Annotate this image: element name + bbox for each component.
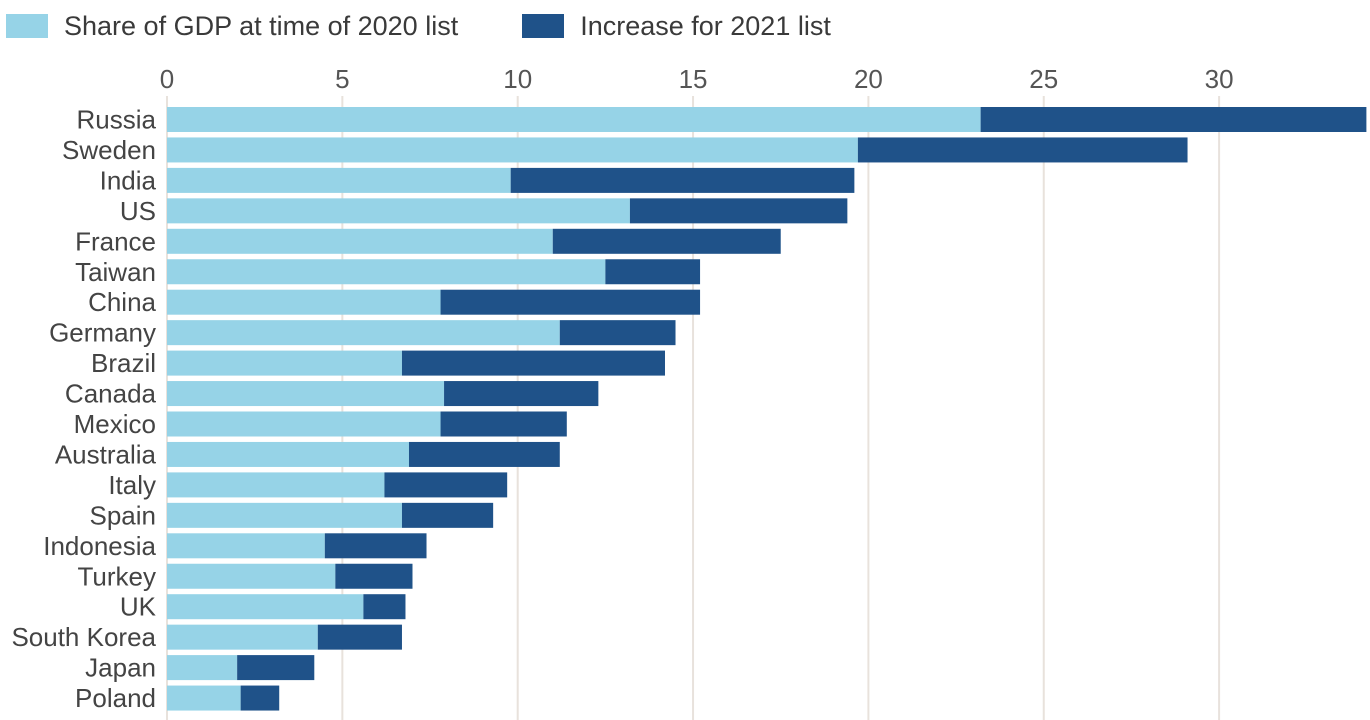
legend-item-increase-2021: Increase for 2021 list	[522, 11, 831, 42]
legend: Share of GDP at time of 2020 list Increa…	[6, 6, 831, 46]
category-label-indonesia: Indonesia	[43, 531, 156, 561]
category-label-uk: UK	[120, 592, 157, 622]
x-tick-label-5: 5	[335, 64, 349, 94]
bar-russia-series-1	[980, 107, 1367, 132]
x-tick-label-20: 20	[854, 64, 883, 94]
category-label-sweden: Sweden	[62, 135, 156, 165]
bar-south-korea-series-1	[317, 624, 402, 650]
bar-sweden-series-0	[167, 137, 858, 163]
bar-turkey-series-1	[335, 563, 413, 589]
bar-australia-series-1	[408, 441, 560, 467]
category-label-spain: Spain	[90, 500, 157, 530]
category-label-france: France	[75, 226, 156, 256]
bar-brazil-series-1	[401, 350, 665, 376]
bar-uk-series-0	[167, 594, 364, 620]
category-label-brazil: Brazil	[91, 348, 156, 378]
bar-india-series-0	[167, 167, 511, 193]
category-label-italy: Italy	[108, 470, 156, 500]
category-label-canada: Canada	[65, 379, 157, 409]
bar-france-series-0	[167, 228, 553, 254]
bar-china-series-0	[167, 289, 441, 315]
category-label-japan: Japan	[85, 653, 156, 683]
bar-indonesia-series-1	[324, 533, 427, 559]
bar-sweden-series-1	[857, 137, 1188, 163]
bar-germany-series-1	[559, 320, 676, 346]
category-label-poland: Poland	[75, 683, 156, 713]
bar-canada-series-0	[167, 381, 445, 407]
bar-poland-series-1	[240, 685, 280, 711]
category-label-india: India	[100, 165, 157, 195]
x-tick-label-10: 10	[503, 64, 532, 94]
bar-spain-series-0	[167, 502, 402, 528]
category-label-taiwan: Taiwan	[75, 257, 156, 287]
legend-label-increase-2021: Increase for 2021 list	[580, 10, 831, 41]
bar-germany-series-0	[167, 320, 560, 346]
bar-taiwan-series-1	[605, 259, 701, 285]
bar-us-series-1	[629, 198, 848, 224]
bar-japan-series-0	[167, 655, 238, 681]
legend-label-share-2020: Share of GDP at time of 2020 list	[64, 10, 459, 41]
bar-spain-series-1	[401, 502, 494, 528]
bar-france-series-1	[552, 228, 781, 254]
bar-poland-series-0	[167, 685, 241, 711]
bar-mexico-series-1	[440, 411, 567, 437]
bar-uk-series-1	[363, 594, 406, 620]
bar-canada-series-1	[444, 381, 599, 407]
legend-item-share-2020: Share of GDP at time of 2020 list	[6, 11, 458, 42]
category-label-mexico: Mexico	[74, 409, 156, 439]
legend-swatch-increase-2021	[522, 14, 565, 38]
bar-indonesia-series-0	[167, 533, 325, 559]
legend-swatch-share-2020	[6, 14, 48, 38]
category-label-turkey: Turkey	[78, 561, 157, 591]
category-label-china: China	[88, 287, 156, 317]
x-tick-label-15: 15	[679, 64, 708, 94]
x-tick-label-0: 0	[160, 64, 174, 94]
x-tick-label-30: 30	[1205, 64, 1234, 94]
bar-india-series-1	[510, 167, 855, 193]
bar-brazil-series-0	[167, 350, 402, 376]
bar-italy-series-0	[167, 472, 385, 498]
category-label-russia: Russia	[77, 105, 157, 135]
category-label-germany: Germany	[49, 318, 156, 348]
category-label-south-korea: South Korea	[11, 622, 156, 652]
bar-japan-series-1	[237, 655, 315, 681]
bar-turkey-series-0	[167, 563, 336, 589]
bar-australia-series-0	[167, 441, 409, 467]
bar-china-series-1	[440, 289, 701, 315]
bar-taiwan-series-0	[167, 259, 606, 285]
bar-italy-series-1	[384, 472, 508, 498]
bar-us-series-0	[167, 198, 630, 224]
category-label-australia: Australia	[55, 439, 157, 469]
x-tick-label-25: 25	[1029, 64, 1058, 94]
category-label-us: US	[120, 196, 156, 226]
bar-south-korea-series-0	[167, 624, 318, 650]
bar-russia-series-0	[167, 107, 981, 132]
bar-mexico-series-0	[167, 411, 441, 437]
